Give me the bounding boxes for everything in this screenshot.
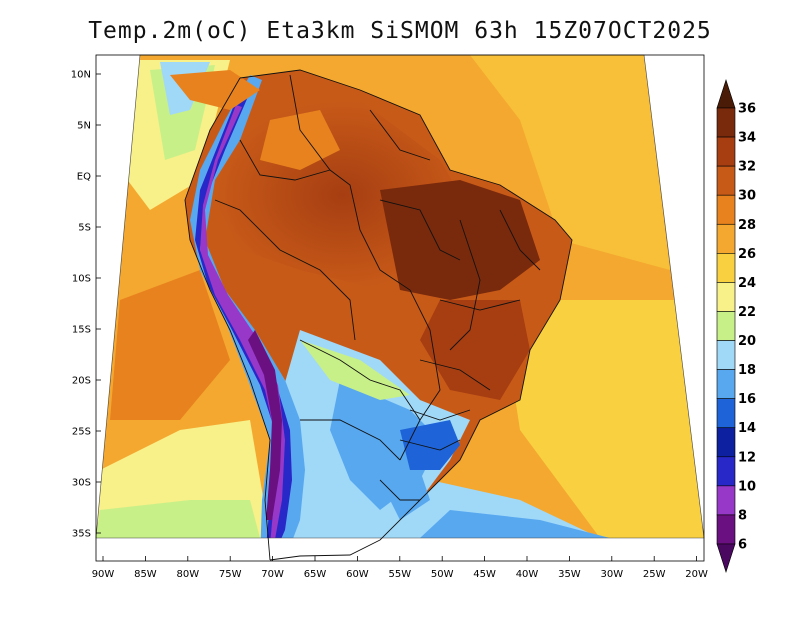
tocantins-border: [449, 219, 481, 351]
colorbar-segment: [716, 485, 736, 516]
lat-tick-label: 10N: [71, 70, 91, 81]
uruguay-cold: [380, 470, 430, 520]
lat-tick-label: 20S: [72, 376, 91, 387]
atlantic-south-band: [500, 300, 704, 538]
caribbean-coast: [170, 70, 260, 110]
country-borders: [184, 69, 573, 561]
colorbar-segment: [716, 107, 736, 138]
lat-tick-label: EQ: [77, 172, 91, 183]
pacific-warm-patch: [110, 270, 230, 420]
colorbar-label: 12: [738, 450, 756, 465]
colorbar-segment: [716, 194, 736, 225]
colorbar-label: 6: [738, 538, 747, 553]
lon-tick-label: 70W: [261, 569, 284, 580]
colorbar-label: 14: [738, 421, 756, 436]
lon-tick-label: 40W: [516, 569, 539, 580]
southeast-brazil-warm: [420, 300, 530, 400]
lon-tick-label: 80W: [176, 569, 199, 580]
lon-tick-label: 55W: [388, 569, 411, 580]
lat-tick-label: 25S: [72, 427, 91, 438]
lat-tick-label: 30S: [72, 478, 91, 489]
colombia-peru-border: [239, 139, 331, 181]
argentina-north-border: [300, 419, 401, 461]
colorbar-label: 16: [738, 392, 756, 407]
colorbar-segment: [716, 165, 736, 196]
temperature-field: [96, 55, 704, 538]
andes-peak-cold: [248, 330, 282, 520]
andes-frigid-core: [200, 105, 285, 538]
lon-tick-label: 65W: [304, 569, 327, 580]
lon-tick-label: 75W: [219, 569, 242, 580]
latitude-axis: 10N 5N EQ 5S 10S 15S 20S 25S 30S 35S: [71, 70, 101, 540]
lon-tick-label: 50W: [431, 569, 454, 580]
colorbar-label: 22: [738, 305, 756, 320]
colorbar-segment: [716, 427, 736, 458]
colorbar-segment: [716, 282, 736, 312]
pacific-far-south: [96, 500, 260, 538]
colorbar-segment: [716, 311, 736, 341]
lat-tick-label: 5S: [78, 223, 91, 234]
colorbar-label: 34: [738, 131, 756, 146]
guiana-warm: [260, 110, 340, 170]
colorbar-segment: [716, 253, 736, 283]
colorbar-label: 36: [738, 102, 756, 117]
southern-coastline: [269, 539, 381, 561]
lon-tick-label: 90W: [92, 569, 115, 580]
colorbar-label: 32: [738, 160, 756, 175]
colorbar-label: 26: [738, 247, 756, 262]
para-state-border: [379, 199, 461, 261]
lon-tick-label: 45W: [473, 569, 496, 580]
longitude-axis: 90W 85W 80W 75W 70W 65W 60W 55W 50W 45W 40W 35W 30W 2…: [92, 556, 708, 580]
atlantic-coastline: [239, 69, 573, 541]
lon-tick-label: 25W: [643, 569, 666, 580]
lat-tick-label: 10S: [72, 274, 91, 285]
bolivia-paraguay-border: [299, 339, 421, 421]
bahia-border: [439, 299, 521, 311]
colorbar: 36 34 32 30 28 26 24 22 20 18 16 14 12 10 8 6: [716, 79, 756, 573]
colorbar-label: 20: [738, 334, 756, 349]
colorbar-segment: [716, 136, 736, 167]
colorbar-segment: [716, 514, 736, 545]
serra-geral-cold: [400, 420, 460, 470]
lat-tick-label: 15S: [72, 325, 91, 336]
colorbar-segment: [716, 369, 736, 399]
colorbar-label: 28: [738, 218, 756, 233]
colorbar-bottom-arrow: [716, 543, 736, 573]
lon-tick-label: 30W: [600, 569, 623, 580]
piaui-border: [499, 209, 541, 271]
atlantic-warm-band: [470, 55, 670, 270]
guianas-border: [369, 109, 431, 161]
colorbar-label: 30: [738, 189, 756, 204]
colorbar-segment: [716, 398, 736, 429]
pacific-coastline: [184, 77, 271, 561]
peru-bolivia-border: [214, 199, 356, 341]
parana-border: [399, 439, 461, 451]
lat-tick-label: 35S: [72, 529, 91, 540]
colorbar-top-arrow: [716, 79, 736, 109]
minas-border: [419, 359, 491, 391]
sao-paulo-border: [409, 409, 471, 421]
map-title: Temp.2m(oC) Eta3km SiSMOM 63h 15Z07OCT20…: [88, 18, 712, 44]
colorbar-label: 8: [738, 508, 747, 523]
uruguay-border: [379, 479, 420, 501]
lat-tick-label: 5N: [77, 121, 91, 132]
lon-tick-label: 60W: [346, 569, 369, 580]
colorbar-label: 18: [738, 363, 756, 378]
lon-tick-label: 35W: [558, 569, 581, 580]
lon-tick-label: 20W: [685, 569, 708, 580]
colorbar-label: 10: [738, 479, 756, 494]
brazil-west-border: [289, 74, 441, 461]
colorbar-segment: [716, 340, 736, 370]
lon-tick-label: 85W: [134, 569, 157, 580]
colorbar-segment: [716, 456, 736, 487]
colorbar-label: 24: [738, 276, 756, 291]
colorbar-segment: [716, 223, 736, 254]
south-atlantic-deep-blue: [420, 510, 610, 538]
